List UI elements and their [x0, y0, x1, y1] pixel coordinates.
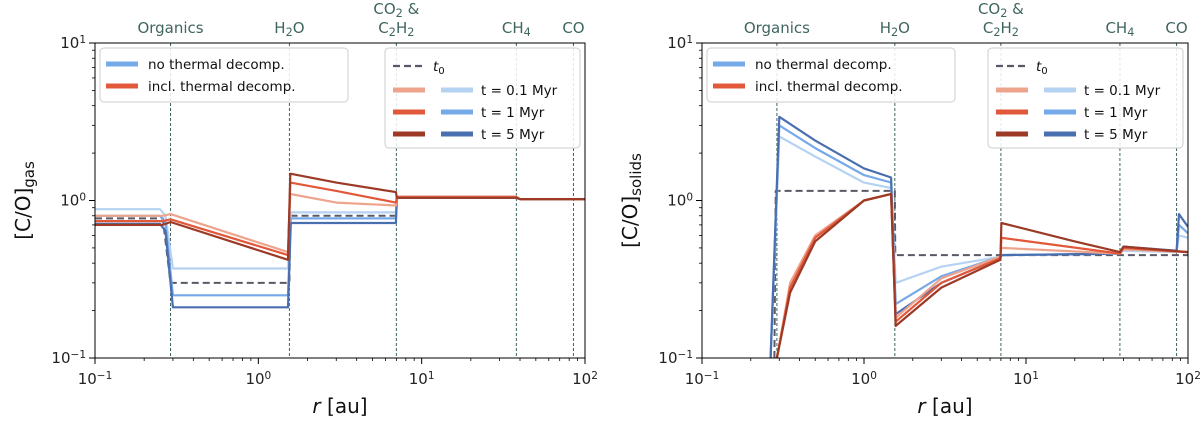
legend-time-box — [384, 47, 581, 149]
iceline-label-3: CH4 — [502, 19, 531, 39]
legend-type-label-0: no thermal decomp. — [148, 57, 285, 73]
y-tick-label-1: 100 — [60, 192, 86, 210]
y-tick-label-1: 100 — [667, 192, 693, 210]
legend-t0-label: t0 — [433, 59, 445, 77]
series-line-3 — [769, 115, 1188, 358]
y-tick-label-2: 101 — [667, 34, 693, 52]
x-tick-label-1: 100 — [245, 370, 271, 388]
y-axis-label: [C/O]gas — [11, 161, 38, 240]
iceline-label-1: H2O — [880, 19, 910, 39]
iceline-label-4: CO — [1165, 19, 1187, 37]
iceline-label-0: Organics — [744, 19, 810, 37]
iceline-label-1: H2O — [274, 19, 304, 39]
legend-time-label-1: t = 1 Myr — [1084, 105, 1148, 121]
x-tick-label-0: 10−1 — [685, 370, 720, 388]
y-axis-label: [C/O]solids — [618, 153, 645, 248]
x-tick-label-2: 101 — [1013, 370, 1039, 388]
legend-time-box — [987, 47, 1184, 149]
iceline-label-0: Organics — [137, 19, 203, 37]
x-tick-label-3: 102 — [572, 370, 598, 388]
legend-t0-label: t0 — [1036, 59, 1048, 77]
legend-time-label-0: t = 0.1 Myr — [1084, 83, 1161, 99]
iceline-label-3: CH4 — [1105, 19, 1134, 39]
legend-type-box — [99, 47, 349, 103]
iceline-label-2-line2: C2H2 — [983, 19, 1019, 39]
y-tick-label-2: 101 — [60, 34, 86, 52]
iceline-label-4: CO — [562, 19, 584, 37]
iceline-label-2: CO2 & — [373, 0, 419, 20]
series-line-2 — [769, 124, 1188, 358]
series-line-6 — [95, 172, 585, 261]
iceline-label-2-line2: C2H2 — [378, 19, 414, 39]
series-line-0 — [773, 189, 1188, 358]
panel-right: Organics H2O CO2 &C2H2 CH4 CO 10−1 100 101 102 10… — [618, 0, 1200, 418]
series-line-6 — [775, 192, 1188, 358]
x-axis-label: r [au] — [917, 394, 972, 418]
legend-time-label-2: t = 5 Myr — [1084, 127, 1148, 143]
legend-type-label-1: incl. thermal decomp. — [755, 79, 903, 95]
x-tick-label-2: 101 — [409, 370, 435, 388]
y-tick-label-0: 10−1 — [51, 349, 86, 367]
panel-left: Organics H2O CO2 &C2H2 CH4 CO 10−1 100 101 102 10… — [11, 0, 598, 418]
legend-type-box — [706, 47, 956, 103]
x-axis-label: r [au] — [312, 394, 367, 418]
legend-time-label-1: t = 1 Myr — [481, 105, 545, 121]
legend-time-label-0: t = 0.1 Myr — [481, 83, 558, 99]
legend-time: t0 t = 0.1 Myr t = 1 Myr t = 5 Myr — [987, 47, 1184, 149]
legend-type: no thermal decomp. incl. thermal decomp. — [706, 47, 956, 103]
legend-time: t0 t = 0.1 Myr t = 1 Myr t = 5 Myr — [384, 47, 581, 149]
series-line-5 — [775, 192, 1188, 358]
x-tick-label-1: 100 — [851, 370, 877, 388]
y-tick-label-0: 10−1 — [658, 349, 693, 367]
legend-type: no thermal decomp. incl. thermal decomp. — [99, 47, 349, 103]
legend-type-label-1: incl. thermal decomp. — [148, 79, 296, 95]
x-tick-label-3: 102 — [1175, 370, 1200, 388]
iceline-label-2: CO2 & — [978, 0, 1024, 20]
legend-type-label-0: no thermal decomp. — [755, 57, 892, 73]
x-tick-label-0: 10−1 — [78, 370, 113, 388]
legend-time-label-2: t = 5 Myr — [481, 127, 545, 143]
